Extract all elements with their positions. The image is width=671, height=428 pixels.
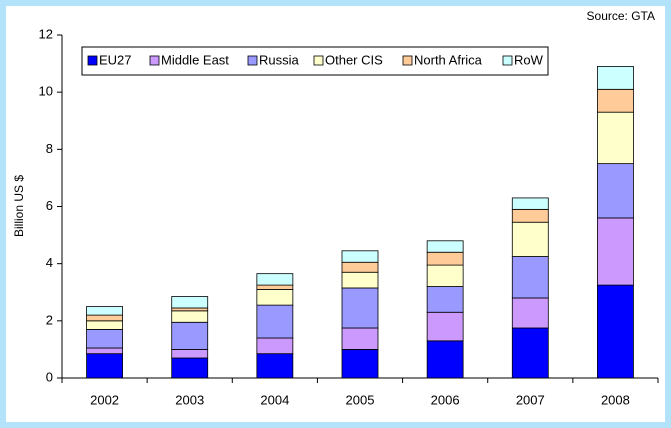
bar-segment — [426, 311, 464, 342]
legend-label: RoW — [514, 52, 544, 67]
bar-segment — [86, 320, 123, 330]
legend-swatch — [87, 55, 98, 66]
bar-segment — [426, 240, 464, 253]
bar-segment — [597, 88, 634, 113]
bar-segment — [511, 197, 549, 210]
legend-swatch — [402, 55, 413, 66]
bar-segment — [171, 296, 209, 309]
bar-segment — [341, 287, 379, 329]
bar-segment — [171, 357, 209, 379]
bar-segment — [426, 264, 464, 287]
bar-segment — [256, 288, 294, 306]
bar-segment — [256, 353, 294, 379]
bar-segment — [597, 284, 634, 379]
bar-segment — [171, 310, 209, 323]
bar-segment — [171, 307, 209, 312]
source: Source: GTA — [587, 9, 655, 23]
bar-segment — [86, 314, 123, 322]
y-tick-label: 6 — [46, 198, 53, 213]
bar-segment — [597, 217, 634, 286]
legend-label: North Africa — [414, 52, 483, 67]
bar-segment — [341, 349, 379, 379]
x-tick-label: 2003 — [175, 392, 204, 407]
x-tick-label: 2006 — [431, 392, 460, 407]
y-tick-label: 4 — [46, 255, 53, 270]
legend-swatch — [502, 55, 513, 66]
legend-label: Russia — [259, 52, 300, 67]
bar-segment — [426, 251, 464, 266]
y-tick-label: 2 — [46, 312, 53, 327]
bar-segment — [511, 256, 549, 299]
bar-segment — [86, 347, 123, 355]
y-tick-label: 0 — [46, 369, 53, 384]
bar-segment — [426, 286, 464, 313]
legend-swatch — [247, 55, 258, 66]
bar-segment — [86, 353, 123, 379]
y-tick-label: 8 — [46, 141, 53, 156]
bar-segment — [597, 111, 634, 165]
x-tick-label: 2007 — [516, 392, 545, 407]
bar-segment — [511, 208, 549, 223]
x-tick-label: 2008 — [601, 392, 630, 407]
bar-segment — [511, 221, 549, 257]
bar-segment — [171, 349, 209, 359]
bar-segment — [511, 297, 549, 329]
x-tick-label: 2002 — [90, 392, 119, 407]
bar-segment — [171, 321, 209, 350]
bar-segment — [86, 329, 123, 349]
legend-swatch — [149, 55, 160, 66]
x-tick-label: 2004 — [260, 392, 289, 407]
y-tick-label: 12 — [39, 26, 53, 41]
bar-segment — [426, 340, 464, 379]
bar-segment — [341, 327, 379, 350]
legend-label: Other CIS — [325, 52, 383, 67]
bar-segment — [256, 337, 294, 355]
bar-segment — [256, 284, 294, 290]
bar-segment — [256, 304, 294, 339]
legend-swatch — [313, 55, 324, 66]
bar-segment — [86, 306, 123, 316]
bar-segment — [256, 273, 294, 286]
bar-segment — [597, 163, 634, 219]
legend-label: Middle East — [161, 52, 229, 67]
bar-segment — [341, 250, 379, 263]
bar-segment — [341, 271, 379, 289]
bar-segment — [341, 261, 379, 273]
legend-label: EU27 — [99, 52, 132, 67]
y-axis-label: Billion US $ — [12, 175, 26, 237]
bar-segment — [511, 327, 549, 379]
y-tick-label: 10 — [39, 84, 53, 99]
bar-segment — [597, 66, 634, 90]
x-tick-label: 2005 — [346, 392, 375, 407]
